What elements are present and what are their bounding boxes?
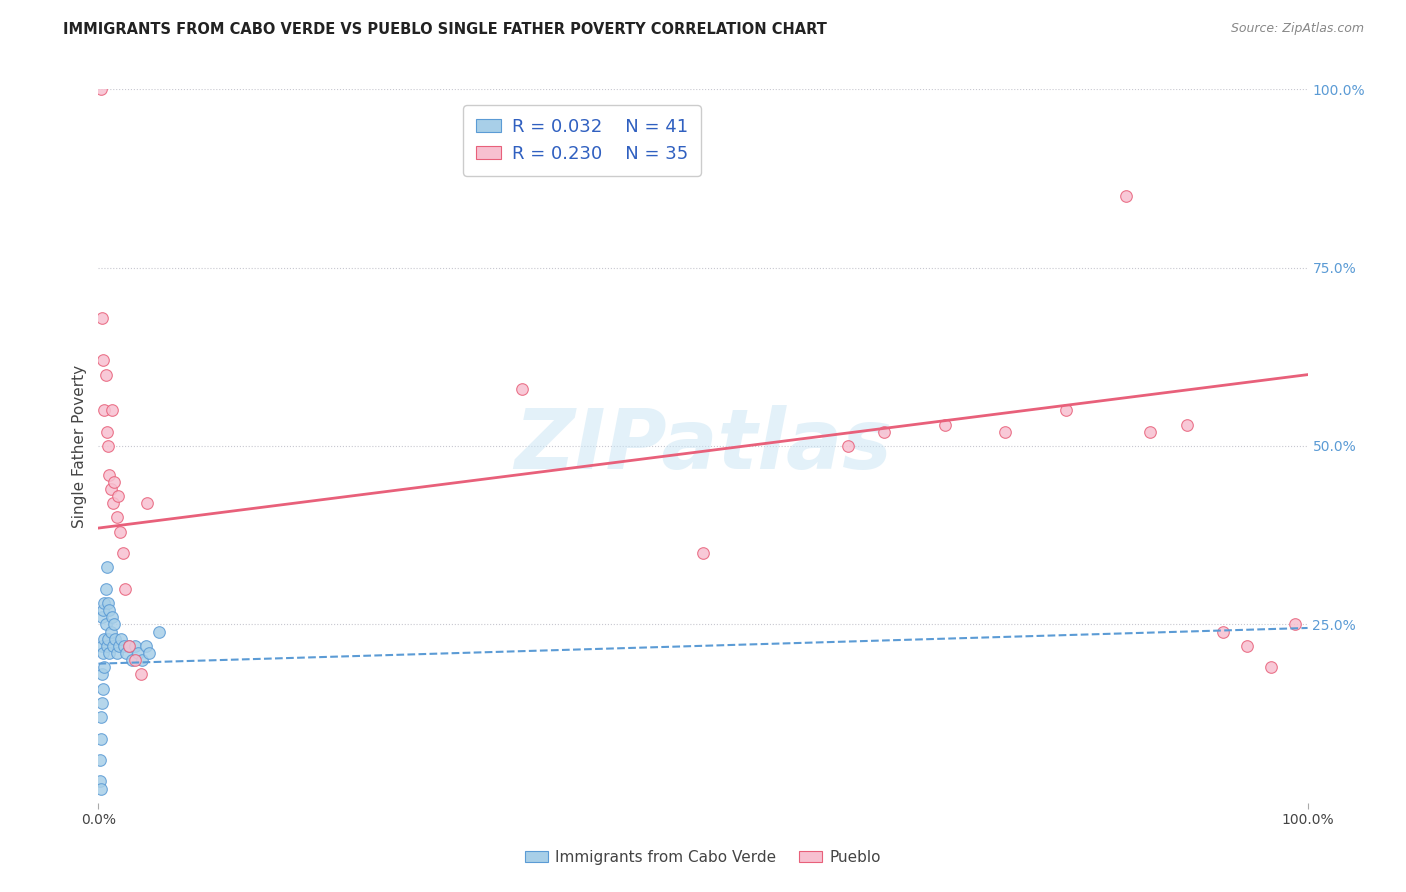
Point: [93, 403, 115, 417]
Point: [118, 639, 141, 653]
Point: [934, 417, 956, 432]
Point: [105, 646, 128, 660]
Point: [98, 603, 121, 617]
Point: [96, 425, 118, 439]
Point: [131, 653, 153, 667]
Point: [692, 546, 714, 560]
Point: [110, 632, 132, 646]
Point: [121, 653, 143, 667]
Point: [91, 310, 114, 325]
Point: [115, 646, 138, 660]
Point: [90, 82, 112, 96]
Point: [101, 496, 124, 510]
Text: Source: ZipAtlas.com: Source: ZipAtlas.com: [1230, 22, 1364, 36]
Point: [108, 639, 131, 653]
Legend: R = 0.032    N = 41, R = 0.230    N = 35: R = 0.032 N = 41, R = 0.230 N = 35: [463, 105, 702, 176]
Point: [104, 632, 127, 646]
Text: ZIPatlas: ZIPatlas: [515, 406, 891, 486]
Point: [837, 439, 859, 453]
Point: [101, 639, 124, 653]
Point: [129, 667, 152, 681]
Point: [98, 646, 121, 660]
Point: [93, 660, 115, 674]
Point: [89, 774, 111, 789]
Point: [127, 646, 149, 660]
Point: [100, 624, 122, 639]
Point: [1236, 639, 1258, 653]
Point: [107, 489, 129, 503]
Point: [114, 582, 136, 596]
Point: [93, 596, 115, 610]
Point: [103, 617, 125, 632]
Point: [96, 639, 118, 653]
Point: [90, 710, 112, 724]
Point: [873, 425, 896, 439]
Point: [91, 603, 114, 617]
Point: [91, 639, 114, 653]
Point: [135, 496, 157, 510]
Point: [1115, 189, 1137, 203]
Point: [100, 610, 122, 624]
Text: IMMIGRANTS FROM CABO VERDE VS PUEBLO SINGLE FATHER POVERTY CORRELATION CHART: IMMIGRANTS FROM CABO VERDE VS PUEBLO SIN…: [63, 22, 827, 37]
Point: [91, 681, 114, 696]
Point: [94, 617, 117, 632]
Point: [111, 546, 134, 560]
Point: [994, 425, 1017, 439]
Point: [124, 639, 146, 653]
Point: [118, 639, 141, 653]
Point: [1175, 417, 1198, 432]
Y-axis label: Single Father Poverty: Single Father Poverty: [72, 365, 87, 527]
Point: [105, 510, 128, 524]
Point: [112, 639, 135, 653]
Point: [108, 524, 131, 539]
Legend: Immigrants from Cabo Verde, Pueblo: Immigrants from Cabo Verde, Pueblo: [519, 844, 887, 871]
Point: [91, 696, 114, 710]
Point: [100, 482, 122, 496]
Point: [98, 467, 121, 482]
Point: [90, 781, 112, 796]
Point: [103, 475, 125, 489]
Point: [138, 646, 160, 660]
Point: [94, 368, 117, 382]
Point: [1212, 624, 1234, 639]
Point: [510, 382, 533, 396]
Point: [148, 624, 170, 639]
Point: [96, 560, 118, 574]
Point: [1260, 660, 1282, 674]
Point: [97, 596, 120, 610]
Point: [94, 582, 117, 596]
Point: [93, 632, 115, 646]
Point: [91, 610, 114, 624]
Point: [100, 403, 122, 417]
Point: [91, 353, 114, 368]
Point: [1139, 425, 1161, 439]
Point: [89, 753, 111, 767]
Point: [90, 731, 112, 746]
Point: [1054, 403, 1077, 417]
Point: [97, 632, 120, 646]
Point: [124, 653, 146, 667]
Point: [1284, 617, 1306, 632]
Point: [135, 639, 157, 653]
Point: [97, 439, 120, 453]
Point: [91, 667, 114, 681]
Point: [91, 646, 114, 660]
